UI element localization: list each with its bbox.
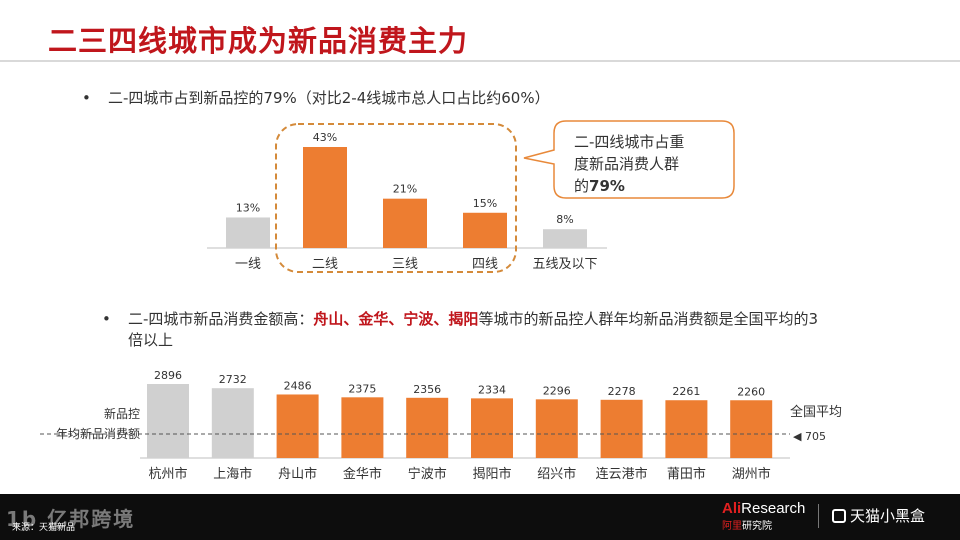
chart-city-spending: 2896 杭州市 2732 上海市 2486 舟山市 2375 金华市 2356 宁波市 2334 揭… bbox=[40, 369, 842, 482]
callout-line-3: 的79% bbox=[574, 175, 724, 197]
tmall-logo-text: 天猫小黑盒 bbox=[850, 507, 926, 525]
chart1-bar bbox=[226, 217, 270, 248]
chart2-bar bbox=[276, 394, 319, 458]
chart-city-tier-share: 13% 一线 43% 二线 21% 三线 15% 四线 8% 五线及以下 bbox=[207, 123, 607, 273]
chart2-bar bbox=[730, 400, 773, 458]
chart2-category-label: 舟山市 bbox=[278, 466, 317, 482]
chart2-value-label: 2278 bbox=[608, 385, 636, 398]
aliresearch-sub: 阿里研究院 bbox=[722, 517, 772, 532]
chart1-bar bbox=[303, 147, 347, 248]
chart2-category-label: 杭州市 bbox=[148, 466, 187, 482]
chart1-value-label: 13% bbox=[236, 201, 260, 214]
bullet-text-2-prefix: 二-四城市新品消费金额高： bbox=[128, 310, 314, 328]
chart2-value-label: 2896 bbox=[154, 369, 182, 382]
chart2-bar bbox=[341, 397, 384, 458]
chart1-bar bbox=[463, 212, 507, 248]
chart1-value-label: 15% bbox=[473, 197, 497, 210]
callout-text: 二-四线城市占重 度新品消费人群 的79% bbox=[574, 131, 724, 197]
chart1-category-label: 五线及以下 bbox=[532, 257, 597, 272]
title-divider bbox=[0, 60, 960, 62]
chart1-highlight-box bbox=[275, 123, 517, 273]
chart2-category-label: 上海市 bbox=[213, 466, 252, 482]
chart2-value-label: 2486 bbox=[284, 379, 312, 392]
chart2-bar bbox=[600, 399, 643, 458]
callout-line-3-prefix: 的 bbox=[574, 177, 590, 195]
bullet-point-1: • 二-四城市占到新品控的79%（对比2-4线城市总人口占比约60%） bbox=[82, 88, 550, 109]
footer-separator bbox=[818, 504, 819, 528]
chart2-value-label: 2334 bbox=[478, 383, 506, 396]
chart2-value-label: 2732 bbox=[219, 373, 247, 386]
tmall-box-icon bbox=[832, 509, 846, 523]
bullet-text-2-highlight: 舟山、金华、宁波、揭阳 bbox=[313, 310, 479, 328]
chart2-category-label: 绍兴市 bbox=[537, 466, 576, 482]
callout-line-1: 二-四线城市占重 bbox=[574, 133, 685, 151]
chart2-category-label: 金华市 bbox=[343, 466, 382, 482]
aliresearch-logo-a: Ali bbox=[722, 500, 742, 517]
bullet-point-2: • 二-四城市新品消费金额高：舟山、金华、宁波、揭阳等城市的新品控人群年均新品消… bbox=[102, 309, 818, 351]
callout-bubble-shape bbox=[523, 120, 735, 199]
bullet-text-2-suffix: 等城市的新品控人群年均新品消费额是全国平均的3倍以上 bbox=[128, 310, 818, 349]
aliresearch-sub-a: 阿里 bbox=[722, 521, 742, 532]
tmall-logo: 天猫小黑盒 bbox=[832, 505, 925, 526]
chart2-bar bbox=[471, 398, 513, 458]
chart1-category-label: 三线 bbox=[392, 257, 418, 272]
chart1-bar bbox=[383, 198, 427, 248]
aliresearch-logo-b: Research bbox=[741, 500, 806, 517]
footer-bar bbox=[0, 494, 960, 540]
chart2-category-label: 连云港市 bbox=[596, 466, 648, 482]
chart2-ylabel-line2: 年均新品消费额 bbox=[56, 426, 140, 441]
aliresearch-logo: AliResearch bbox=[722, 500, 805, 517]
chart1-bar bbox=[543, 229, 587, 248]
chart2-reference-label: 全国平均 bbox=[790, 404, 842, 420]
bullet-dot: • bbox=[102, 310, 111, 328]
chart2-bar bbox=[147, 384, 189, 458]
page-title: 二三四线城市成为新品消费主力 bbox=[48, 24, 469, 58]
chart2-value-label: 2260 bbox=[737, 385, 765, 398]
chart1-category-label: 一线 bbox=[235, 257, 261, 272]
chart2-category-label: 揭阳市 bbox=[472, 466, 511, 482]
chart2-value-label: 2261 bbox=[672, 385, 700, 398]
callout-bubble bbox=[523, 120, 735, 199]
chart2-ylabel-line1: 新品控 bbox=[104, 406, 140, 421]
chart2-bar bbox=[211, 388, 254, 458]
chart1-category-label: 二线 bbox=[312, 257, 338, 272]
callout-line-2: 度新品消费人群 bbox=[574, 155, 680, 173]
chart2-bar bbox=[665, 400, 708, 458]
chart2-bar bbox=[535, 399, 578, 458]
chart2-value-label: 2375 bbox=[348, 382, 376, 395]
bullet-dot: • bbox=[82, 89, 91, 107]
chart2-bar bbox=[406, 397, 449, 458]
chart2-category-label: 莆田市 bbox=[667, 466, 706, 482]
bullet-text-1: 二-四城市占到新品控的79%（对比2-4线城市总人口占比约60%） bbox=[108, 89, 550, 107]
watermark-logo: 1b 亿邦跨境 bbox=[6, 507, 136, 531]
callout-highlight-value: 79% bbox=[589, 177, 625, 195]
chart1-category-label: 四线 bbox=[472, 257, 498, 272]
chart1-value-label: 43% bbox=[313, 131, 337, 144]
chart2-category-label: 宁波市 bbox=[408, 466, 447, 482]
source-note: 来源：天猫新品 bbox=[12, 523, 76, 533]
aliresearch-sub-b: 研究院 bbox=[742, 521, 772, 532]
chart2-reference-value: ◀ 705 bbox=[793, 430, 826, 443]
chart1-value-label: 21% bbox=[393, 183, 417, 196]
chart2-value-label: 2296 bbox=[543, 384, 571, 397]
chart1-value-label: 8% bbox=[556, 213, 573, 226]
chart2-category-label: 湖州市 bbox=[732, 466, 771, 482]
chart2-value-label: 2356 bbox=[413, 383, 441, 396]
